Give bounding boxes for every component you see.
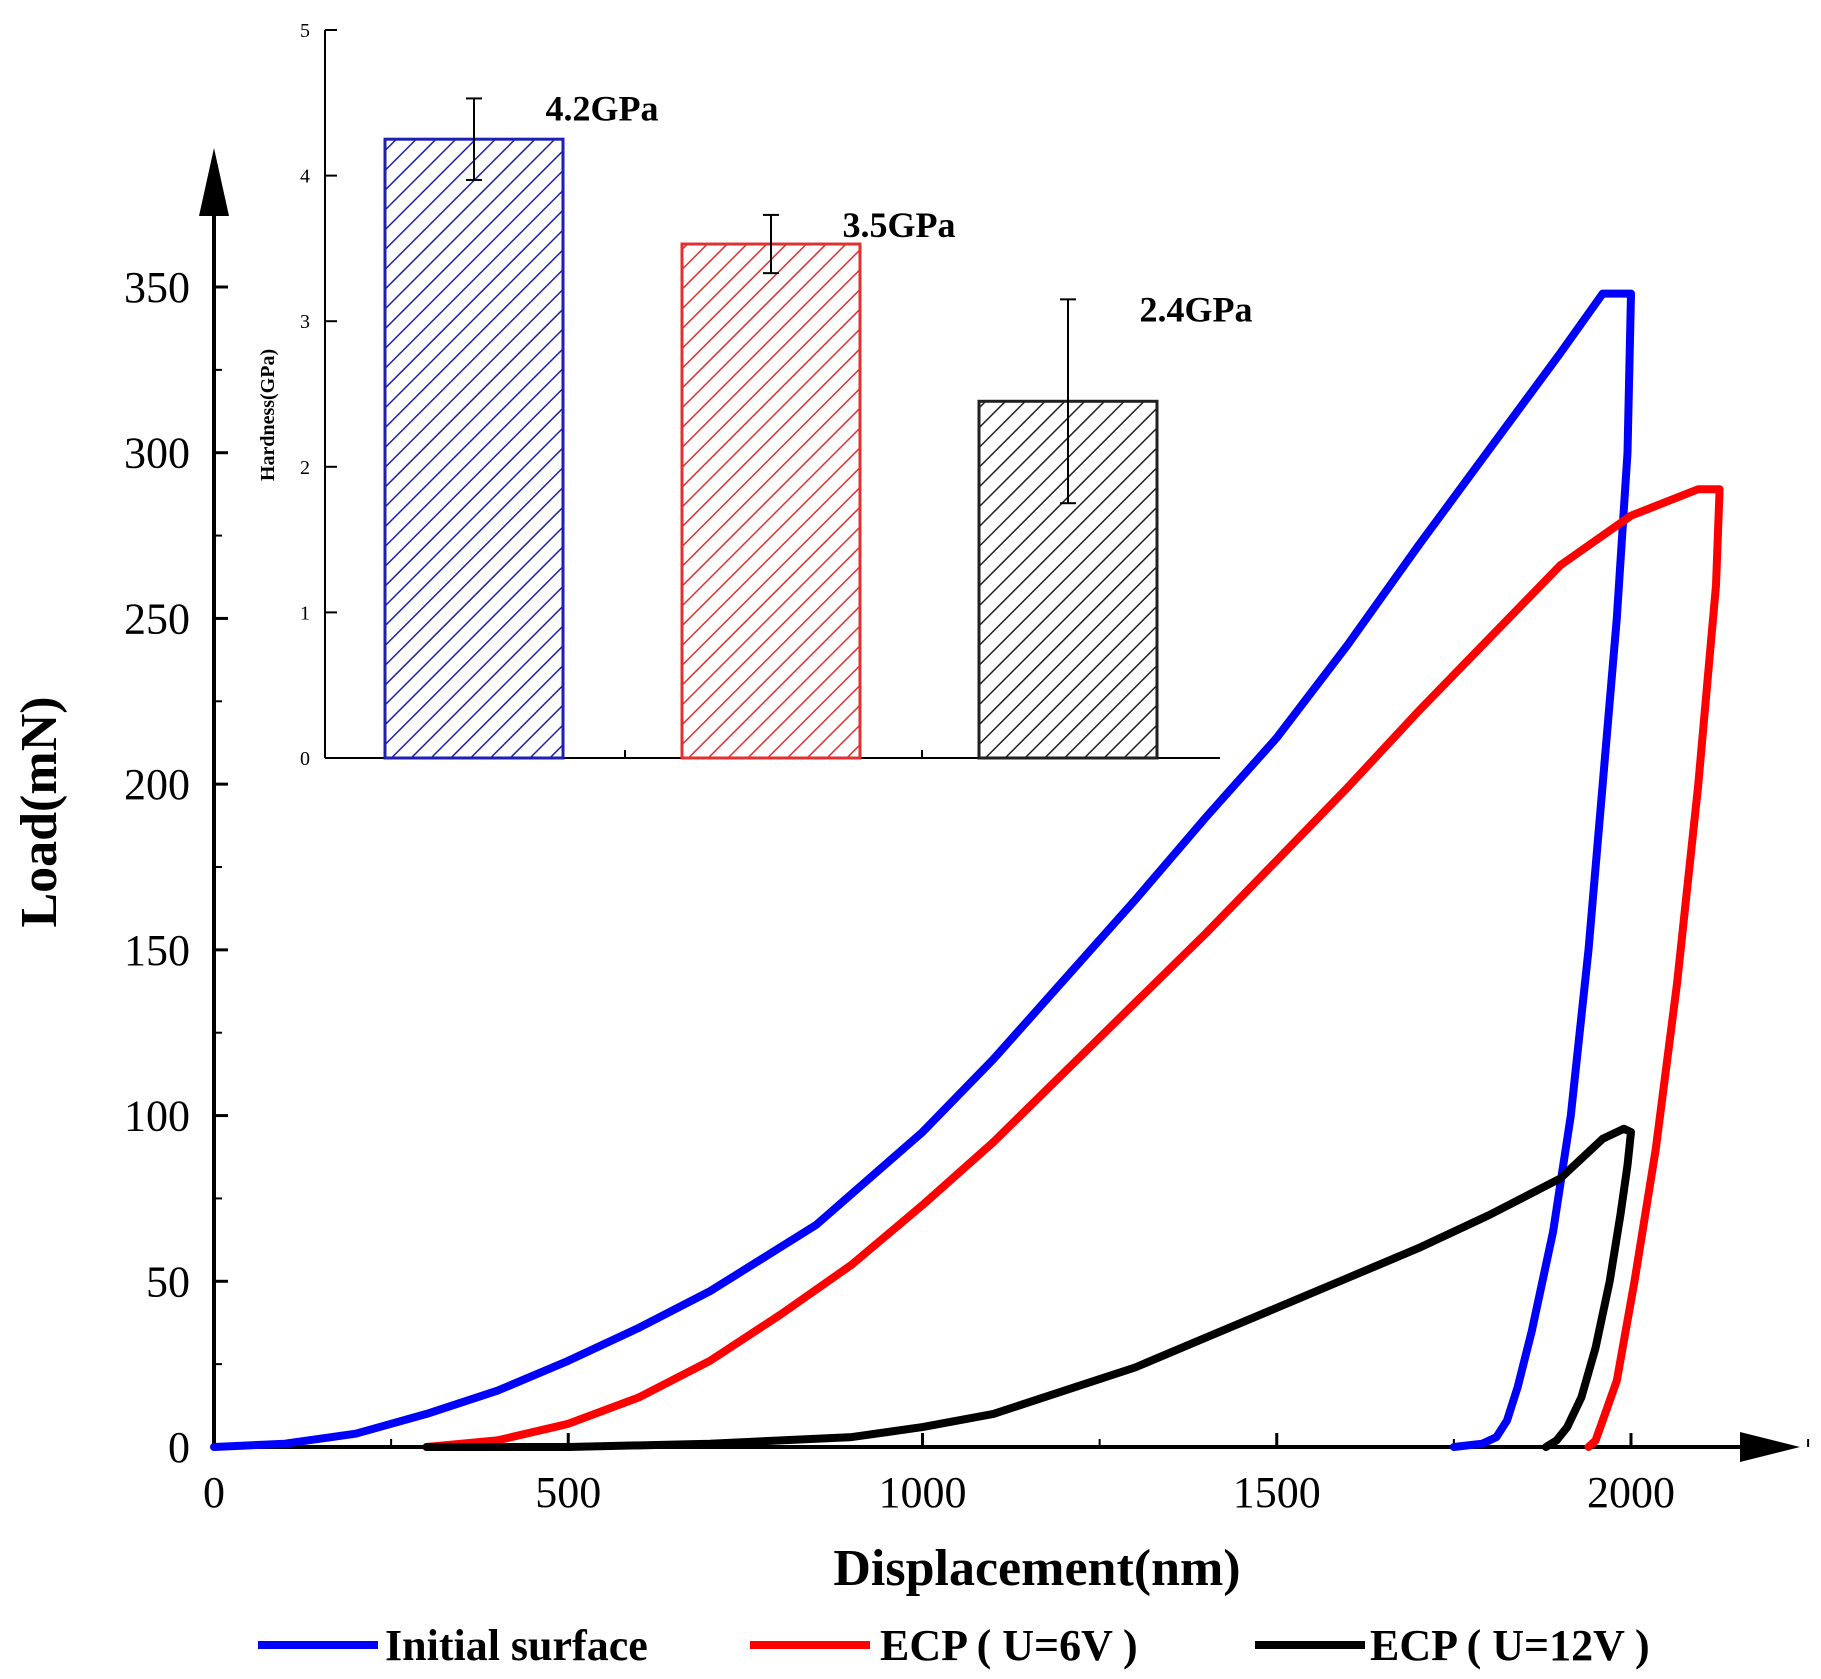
x-axis-label: Displacement(nm) (833, 1540, 1240, 1597)
x-tick-label: 500 (535, 1468, 601, 1517)
hardness-bar-0 (383, 137, 565, 760)
inset-y-tick-label: 1 (300, 602, 310, 624)
y-tick-label: 200 (124, 760, 190, 809)
legend-item-ecp-12v: ECP ( U=12V ) (1255, 1621, 1650, 1670)
y-tick-label: 350 (124, 263, 190, 312)
inset-y-tick-label: 2 (300, 457, 310, 479)
legend-label: Initial surface (385, 1621, 648, 1670)
y-tick-label: 50 (146, 1257, 190, 1306)
legend: Initial surface ECP ( U=6V ) ECP ( U=12V… (258, 1621, 1650, 1670)
hardness-bar-1 (680, 242, 862, 760)
x-tick-label: 1500 (1233, 1468, 1321, 1517)
inset-axis-ticks: 0 1 2 3 4 5 (300, 20, 923, 770)
inset-y-tick-label: 4 (300, 166, 310, 188)
inset-bars: 4.2GPa 3.5GPa 2.4GPa (383, 88, 1253, 760)
series-line-1 (422, 485, 1724, 1451)
bar-value-label: 3.5GPa (843, 205, 956, 245)
y-tick-label: 0 (168, 1423, 190, 1472)
y-axis-label: Load(mN) (11, 696, 68, 927)
x-tick-label: 0 (203, 1468, 225, 1517)
inset-bar-chart: 0 1 2 3 4 5 4.2GPa 3.5GPa 2.4GPa Hardness(GPa) (257, 20, 1253, 770)
x-axis-arrow (1740, 1432, 1800, 1462)
bar-value-label: 2.4GPa (1140, 289, 1253, 329)
inset-y-tick-label: 5 (300, 20, 310, 42)
inset-y-axis-label: Hardness(GPa) (257, 349, 279, 481)
y-tick-label: 250 (124, 594, 190, 643)
main-axes: 0 50 100 150 200 250 300 350 0 500 1000 1500 2000 Di… (11, 148, 1810, 1597)
x-tick-label: 2000 (1587, 1468, 1675, 1517)
legend-item-initial-surface: Initial surface (258, 1621, 648, 1670)
legend-item-ecp-6v: ECP ( U=6V ) (750, 1621, 1138, 1670)
x-tick-label: 1000 (879, 1468, 967, 1517)
inset-y-tick-label: 3 (300, 311, 310, 333)
bar-value-label: 4.2GPa (546, 88, 659, 128)
main-axis-tick-labels: 0 50 100 150 200 250 300 350 0 500 1000 1500 2000 (124, 263, 1675, 1517)
y-tick-label: 150 (124, 926, 190, 975)
inset-y-tick-label: 0 (300, 748, 310, 770)
legend-label: ECP ( U=12V ) (1370, 1621, 1650, 1670)
y-axis-arrow (199, 148, 229, 216)
y-tick-label: 100 (124, 1092, 190, 1141)
series-line-2 (422, 1124, 1635, 1451)
y-tick-label: 300 (124, 429, 190, 478)
series-layer (210, 289, 1724, 1451)
series-line-0 (210, 289, 1635, 1451)
legend-label: ECP ( U=6V ) (880, 1621, 1138, 1670)
